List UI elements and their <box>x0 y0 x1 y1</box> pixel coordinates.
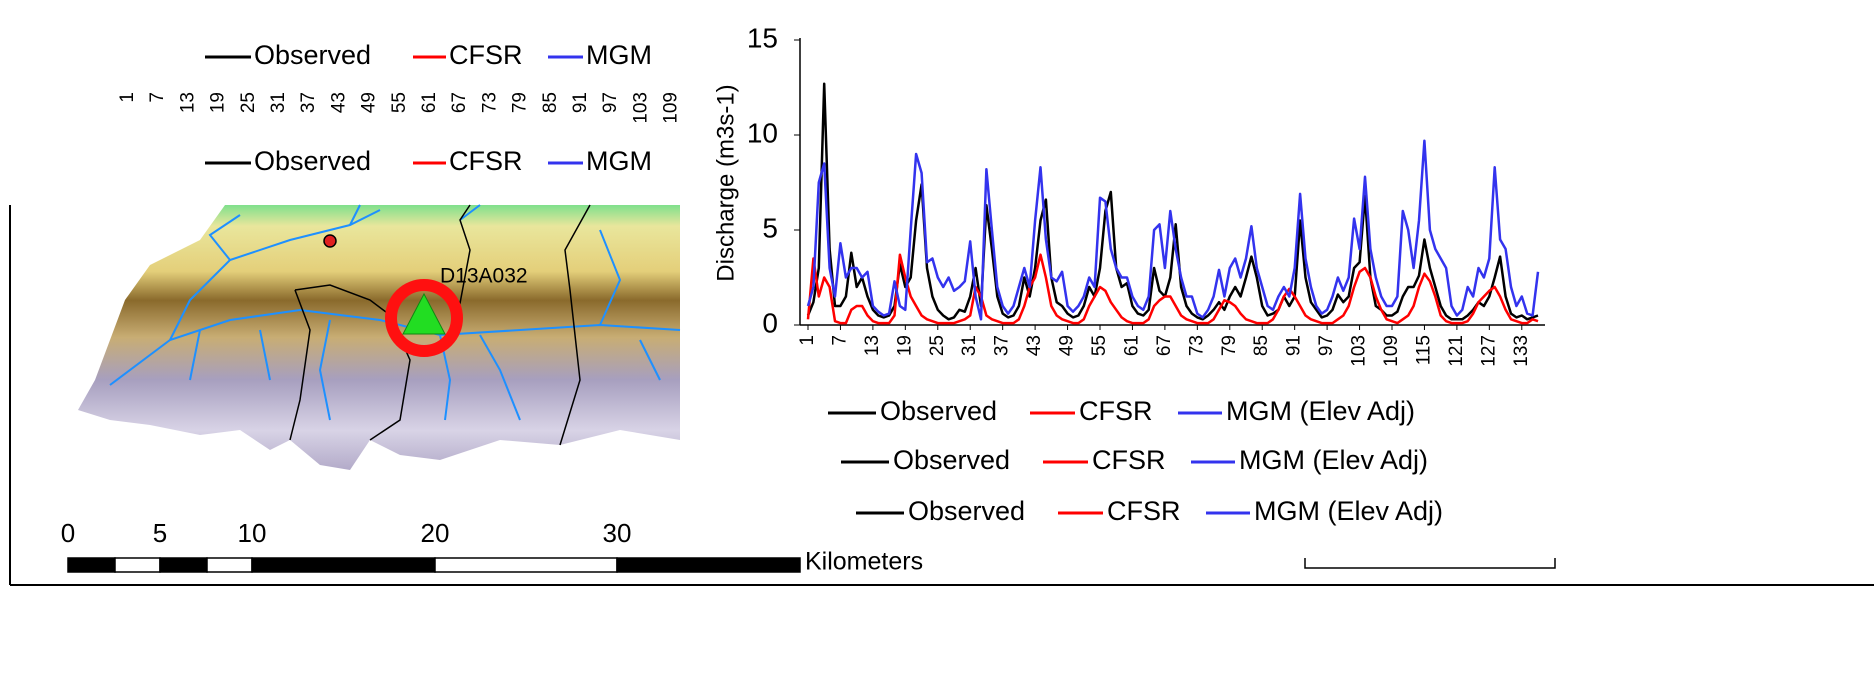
ghost-tick-label: 19 <box>208 92 229 113</box>
legend-label: CFSR <box>1107 496 1181 526</box>
ghost-tick-label: 55 <box>389 92 410 113</box>
ghost-tick-label: 85 <box>540 92 561 113</box>
scale-segment <box>206 557 253 573</box>
scale-bar: 0 5 10 20 30 Kilometers <box>61 518 923 576</box>
ghost-tick-label: 97 <box>600 92 621 113</box>
legend-label: MGM (Elev Adj) <box>1239 445 1428 475</box>
scale-segment <box>616 557 801 573</box>
scale-segment <box>434 557 618 573</box>
legend-label: Observed <box>893 445 1010 475</box>
legend-label: MGM <box>586 146 652 176</box>
scale-segment <box>114 557 161 573</box>
ghost-tick-label: 43 <box>328 92 349 113</box>
station-ring <box>385 279 463 357</box>
scale-segment <box>251 557 436 573</box>
legend-label: CFSR <box>1079 396 1153 426</box>
terrain <box>78 205 680 470</box>
x-tick-label: 49 <box>1057 335 1078 356</box>
ghost-tick-label: 91 <box>570 92 591 113</box>
x-tick-label: 7 <box>829 335 850 346</box>
map-legends: Observed CFSR MGM Observed CFSR MGM <box>205 40 652 176</box>
series-line <box>806 139 1540 321</box>
legend-label: Observed <box>254 40 371 70</box>
x-tick-label: 85 <box>1251 335 1272 356</box>
legend-label: Observed <box>254 146 371 176</box>
station-label: D13A032 <box>440 265 528 288</box>
scale-label: 5 <box>153 518 167 548</box>
ghost-tick-label: 67 <box>449 92 470 113</box>
legend-label: MGM <box>586 40 652 70</box>
x-tick-label: 13 <box>862 335 883 356</box>
x-tick-label: 109 <box>1381 335 1402 367</box>
ghost-tick-label: 103 <box>630 92 651 124</box>
gauge-point <box>323 234 337 248</box>
scale-label: 0 <box>61 518 75 548</box>
scale-label: 20 <box>421 518 450 548</box>
x-tick-label: 55 <box>1089 335 1110 356</box>
ghost-tick-label: 49 <box>359 92 380 113</box>
x-tick-label: 31 <box>959 335 980 356</box>
ghost-tick-label: 109 <box>661 92 682 124</box>
ghost-tick-label: 1 <box>117 92 138 103</box>
map: D13A032 <box>78 204 681 470</box>
x-tick-label: 91 <box>1284 335 1305 356</box>
y-tick-label: 0 <box>762 307 778 338</box>
series-line <box>806 82 1539 321</box>
ghost-tick-label: 13 <box>177 92 198 113</box>
x-tick-label: 37 <box>992 335 1013 356</box>
rivers <box>109 204 681 421</box>
ghost-tick-label: 37 <box>298 92 319 113</box>
x-tick-label: 97 <box>1316 335 1337 356</box>
scale-segment <box>159 557 208 573</box>
legend-label: Observed <box>908 496 1025 526</box>
bracket <box>1304 558 1556 569</box>
legend-label: MGM (Elev Adj) <box>1254 496 1443 526</box>
x-tick-label: 79 <box>1219 335 1240 356</box>
x-tick-label: 61 <box>1121 335 1142 356</box>
ghost-axis: 1 7 13 19 25 31 37 43 49 55 61 67 73 79 85 91 97 103 109 <box>117 92 682 124</box>
y-tick-label: 10 <box>747 117 778 148</box>
series-line <box>806 253 1539 325</box>
scale-label: 10 <box>238 518 267 548</box>
x-tick-label: 19 <box>894 335 915 356</box>
legend-label: CFSR <box>449 146 523 176</box>
ghost-tick-label: 25 <box>238 92 259 113</box>
x-tick-label: 25 <box>927 335 948 356</box>
legend-label: CFSR <box>449 40 523 70</box>
x-tick-label: 43 <box>1024 335 1045 356</box>
legend-label: Observed <box>880 396 997 426</box>
y-axis-title: Discharge (m3s-1) <box>712 84 739 281</box>
x-tick-label: 73 <box>1186 335 1207 356</box>
ghost-tick-label: 79 <box>510 92 531 113</box>
x-tick-label: 133 <box>1511 335 1532 367</box>
x-tick-label: 103 <box>1349 335 1370 367</box>
ghost-tick-label: 61 <box>419 92 440 113</box>
y-tick-label: 15 <box>747 22 778 53</box>
ghost-tick-label: 31 <box>268 92 289 113</box>
scale-segment <box>67 557 116 573</box>
ghost-tick-label: 7 <box>147 92 168 103</box>
x-tick-label: 127 <box>1478 335 1499 367</box>
scale-label: 30 <box>603 518 632 548</box>
chart-legends: Observed CFSR MGM (Elev Adj) Observed CFSR MG… <box>828 396 1443 526</box>
scale-unit: Kilometers <box>805 548 923 576</box>
y-tick-label: 5 <box>762 212 778 243</box>
ghost-tick-label: 73 <box>479 92 500 113</box>
legend-label: MGM (Elev Adj) <box>1226 396 1415 426</box>
chart: Discharge (m3s-1) 0 5 10 15 1 7 13 19 25 31 37 43 49… <box>712 22 1545 367</box>
x-tick-label: 67 <box>1154 335 1175 356</box>
x-tick-label: 115 <box>1413 335 1434 365</box>
x-tick-label: 1 <box>797 335 818 346</box>
legend-label: CFSR <box>1092 445 1166 475</box>
x-tick-label: 121 <box>1446 335 1467 367</box>
station-marker <box>402 292 446 335</box>
